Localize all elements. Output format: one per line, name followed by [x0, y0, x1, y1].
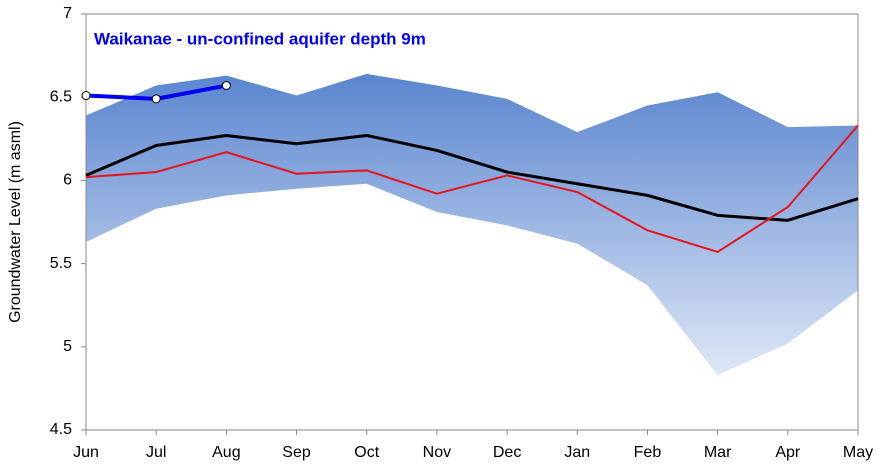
- x-tick-label: Nov: [423, 444, 451, 461]
- x-tick-label: Aug: [212, 444, 240, 461]
- range-band: [86, 73, 858, 376]
- series-line: [85, 133, 859, 222]
- x-tick-label: Mar: [704, 444, 732, 461]
- x-tick-label: Jan: [564, 444, 590, 461]
- point-marker: [151, 94, 161, 104]
- y-axis-label: Groundwater Level (m asml): [7, 121, 24, 323]
- y-tick-label: 6.5: [50, 88, 72, 105]
- x-tick-label: Sep: [282, 444, 311, 461]
- x-tick-label: Jun: [73, 444, 99, 461]
- x-tick-label: Dec: [493, 444, 521, 461]
- x-tick-label: Oct: [354, 444, 379, 461]
- y-tick-label: 5.5: [50, 255, 72, 272]
- y-tick-label: 7: [63, 5, 72, 22]
- x-tick-label: Feb: [634, 444, 662, 461]
- point-marker: [81, 91, 91, 101]
- y-tick-label: 4.5: [50, 421, 72, 438]
- y-tick-label: 6: [63, 172, 72, 189]
- x-tick-label: Apr: [775, 444, 801, 461]
- x-tick-label: Jul: [146, 444, 166, 461]
- x-tick-label: May: [843, 444, 873, 461]
- plot-frame: [85, 13, 859, 431]
- plot-area: 4.5 5 5.5 6 6.5 7 Jun Jul Aug Sep Oct Nov Dec Jan Feb M…: [50, 5, 873, 461]
- chart-title: Waikanae - un-confined aquifer depth 9m: [94, 29, 426, 48]
- series-line: [85, 124, 859, 253]
- point-marker: [221, 81, 231, 91]
- y-tick-label: 5: [63, 338, 72, 355]
